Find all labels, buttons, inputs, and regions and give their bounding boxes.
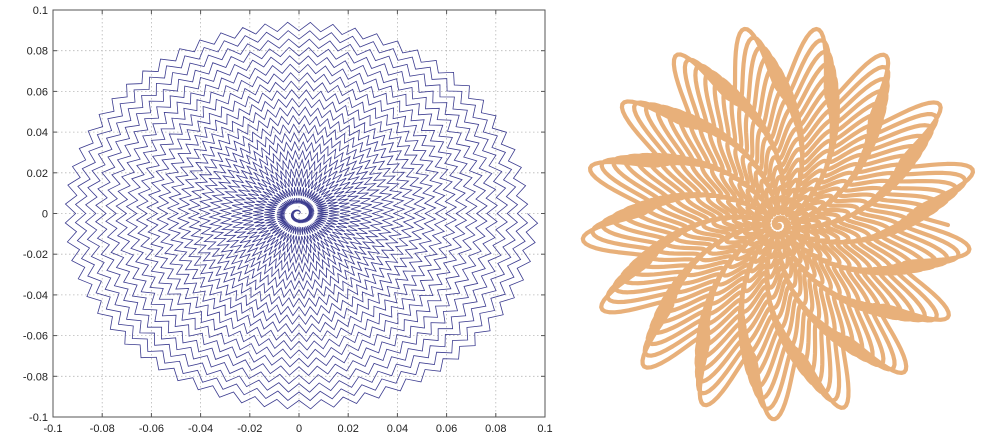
y-tick-label: 0.02 xyxy=(27,168,48,180)
x-tick-label: -0.04 xyxy=(188,423,213,435)
x-tick-label: -0.08 xyxy=(90,423,115,435)
y-tick-labels: 0.1 0.08 0.06 0.04 0.02 0 -0.02 -0.04 -0.06 -0.08… xyxy=(23,5,48,424)
y-tick-label: 0.1 xyxy=(33,5,48,17)
y-tick-label: -0.08 xyxy=(23,371,48,383)
y-tick-label: -0.06 xyxy=(23,331,48,343)
x-tick-label: 0.1 xyxy=(537,423,552,435)
tick-marks xyxy=(52,9,546,418)
y-tick-label: 0.04 xyxy=(27,127,48,139)
x-tick-label: 0.02 xyxy=(337,423,358,435)
x-tick-label: -0.1 xyxy=(44,423,63,435)
x-tick-label: 0.06 xyxy=(436,423,457,435)
x-tick-label: 0.08 xyxy=(485,423,506,435)
y-tick-label: 0 xyxy=(42,209,48,221)
y-tick-label: 0.06 xyxy=(27,86,48,98)
y-tick-label: -0.02 xyxy=(23,249,48,261)
x-tick-label: -0.02 xyxy=(237,423,262,435)
y-tick-label: -0.04 xyxy=(23,290,48,302)
spiral-plot-right xyxy=(580,26,976,422)
zigzag-spiral-series xyxy=(64,21,539,410)
y-tick-label: 0.08 xyxy=(27,46,48,58)
x-tick-label: 0 xyxy=(296,423,302,435)
x-tick-label: 0.04 xyxy=(387,423,408,435)
x-tick-label: -0.06 xyxy=(139,423,164,435)
spiral-plot-left: -0.1 -0.08 -0.06 -0.04 -0.02 0 0.02 0.04 0.06 0.0… xyxy=(23,5,553,435)
wavy-star-spiral-series xyxy=(580,26,976,422)
x-tick-labels: -0.1 -0.08 -0.06 -0.04 -0.02 0 0.02 0.04 0.06 0.0… xyxy=(44,423,553,435)
y-tick-label: -0.1 xyxy=(29,412,48,424)
